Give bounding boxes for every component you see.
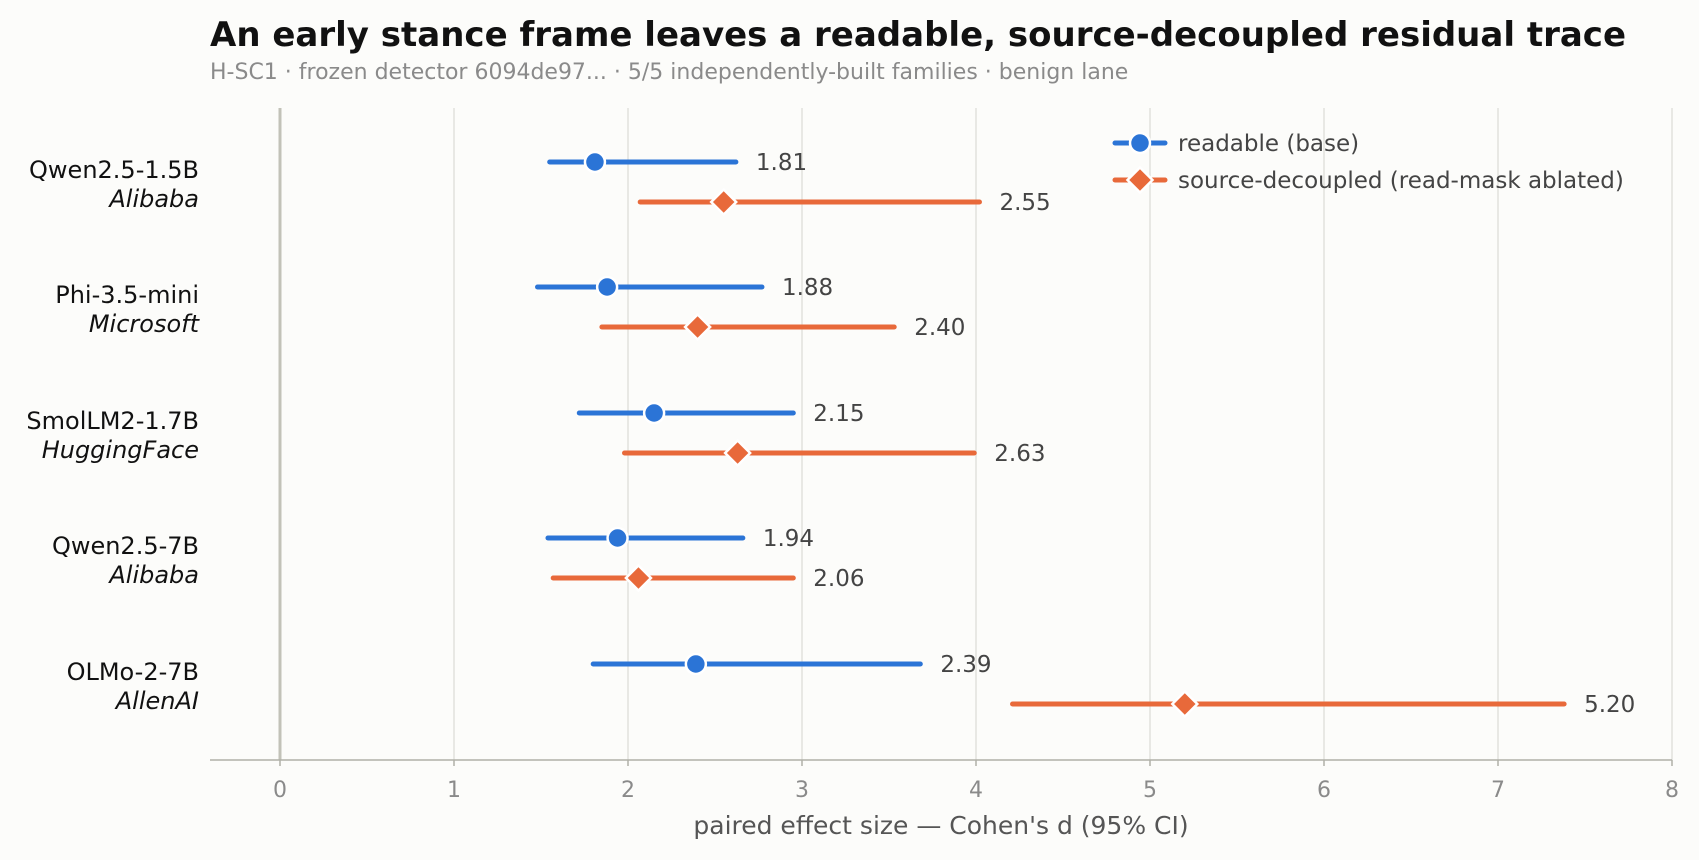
source-decoupled-point (683, 312, 712, 342)
model-family-label: Alibaba (107, 185, 199, 213)
readable-value-label: 2.39 (940, 652, 991, 678)
model-family-label: HuggingFace (42, 436, 199, 464)
legend-marker-source-decoupled (1125, 165, 1155, 195)
chart-subtitle: H-SC1 · frozen detector 6094de97... · 5/… (210, 60, 1128, 85)
source-decoupled-point (1170, 689, 1200, 719)
legend-marker-readable (1128, 131, 1152, 155)
chart-title: An early stance frame leaves a readable,… (210, 15, 1626, 55)
y-axis-labels: Qwen2.5-1.5BAlibabaPhi-3.5-miniMicrosoft… (26, 156, 200, 715)
x-tick-label: 2 (621, 778, 635, 803)
legend-label-source-decoupled: source-decoupled (read-mask ablated) (1178, 168, 1624, 194)
source-decoupled-point (624, 563, 653, 593)
legend-label-readable: readable (base) (1178, 131, 1359, 157)
x-tick-label: 6 (1317, 778, 1331, 803)
model-name-label: Phi-3.5-mini (55, 281, 199, 309)
x-tick-label: 4 (969, 778, 983, 803)
data-marks: 1.81 1.88 2.15 1.94 2.39 2.55 2.40 2.63 2.06 5.20 (535, 150, 1635, 719)
readable-point (684, 652, 708, 676)
readable-point (583, 150, 607, 174)
legend: readable (base) source-decoupled (read-ma… (1112, 131, 1624, 195)
x-tick-label: 8 (1665, 778, 1679, 803)
source-decoupled-value-label: 2.55 (999, 190, 1050, 216)
model-family-label: Alibaba (107, 561, 199, 589)
x-tick-label: 1 (447, 778, 461, 803)
model-family-label: AllenAI (114, 687, 199, 715)
source-decoupled-value-label: 2.40 (914, 315, 965, 341)
source-decoupled-value-label: 2.63 (994, 441, 1045, 467)
readable-point (642, 401, 666, 425)
readable-point (606, 526, 629, 550)
source-decoupled-point (709, 187, 738, 217)
model-name-label: Qwen2.5-7B (52, 532, 199, 560)
readable-value-label: 2.15 (813, 401, 864, 427)
x-tick-label: 3 (795, 778, 809, 803)
readable-point (595, 275, 619, 299)
model-name-label: OLMo-2-7B (67, 658, 199, 686)
x-axis: 0 1 2 3 4 5 6 7 8 (210, 759, 1679, 803)
x-tick-label: 0 (273, 778, 287, 803)
source-decoupled-value-label: 5.20 (1584, 692, 1635, 718)
source-decoupled-value-label: 2.06 (813, 566, 864, 592)
model-family-label: Microsoft (89, 310, 201, 338)
source-decoupled-point (723, 438, 752, 468)
x-tick-label: 7 (1491, 778, 1505, 803)
readable-value-label: 1.88 (782, 275, 833, 301)
model-name-label: Qwen2.5-1.5B (29, 156, 199, 184)
x-axis-label: paired effect size — Cohen's d (95% CI) (693, 811, 1188, 840)
model-name-label: SmolLM2-1.7B (26, 407, 199, 435)
grid (278, 108, 1673, 760)
x-tick-label: 5 (1143, 778, 1157, 803)
readable-value-label: 1.94 (763, 526, 814, 552)
readable-value-label: 1.81 (756, 150, 807, 176)
